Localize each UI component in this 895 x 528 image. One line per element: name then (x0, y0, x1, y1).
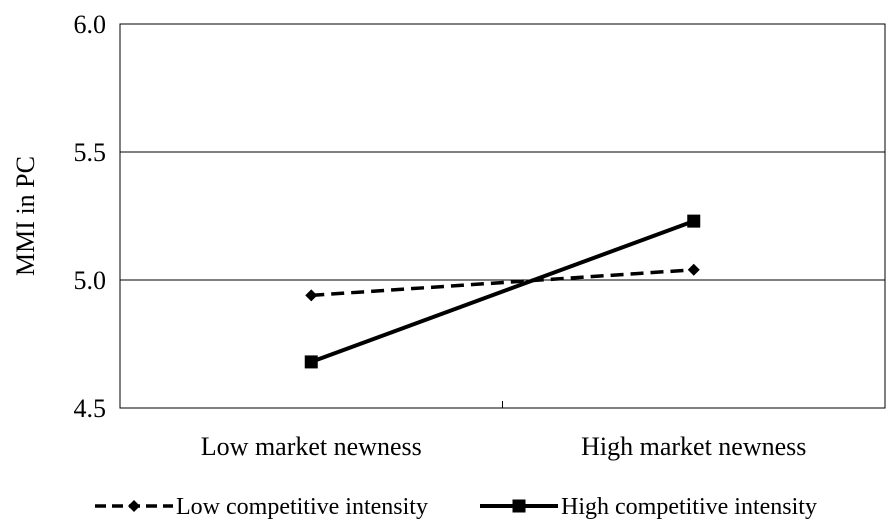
square-marker (512, 499, 526, 513)
y-tick-label: 5.0 (74, 266, 107, 295)
y-axis-title: MMI in PC (11, 156, 40, 276)
y-tick-label: 5.5 (74, 138, 107, 167)
y-tick-labels: 4.5 5.0 5.5 6.0 (74, 10, 107, 423)
diamond-marker (687, 263, 700, 276)
series-line (310, 219, 695, 364)
y-tick-label: 4.5 (74, 394, 107, 423)
x-axis: Low market newness High market newness (201, 401, 806, 461)
y-tick-label: 6.0 (74, 10, 107, 39)
gridlines (120, 151, 885, 281)
legend-item: Low competitive intensity (95, 494, 428, 520)
legend-label: High competitive intensity (561, 494, 817, 520)
x-category-label: Low market newness (201, 432, 422, 461)
square-marker (687, 214, 701, 228)
plot-area (119, 23, 886, 409)
legend: Low competitive intensity High competitiv… (95, 494, 817, 520)
x-category-label: High market newness (581, 432, 806, 461)
series-layer (304, 214, 701, 369)
diamond-marker (128, 500, 140, 512)
legend-item: High competitive intensity (480, 494, 817, 520)
legend-label: Low competitive intensity (176, 494, 428, 520)
diamond-marker (305, 289, 318, 302)
series-dashed (305, 263, 700, 302)
series-solid (304, 214, 701, 369)
square-marker (304, 355, 318, 369)
series-line (311, 268, 694, 298)
